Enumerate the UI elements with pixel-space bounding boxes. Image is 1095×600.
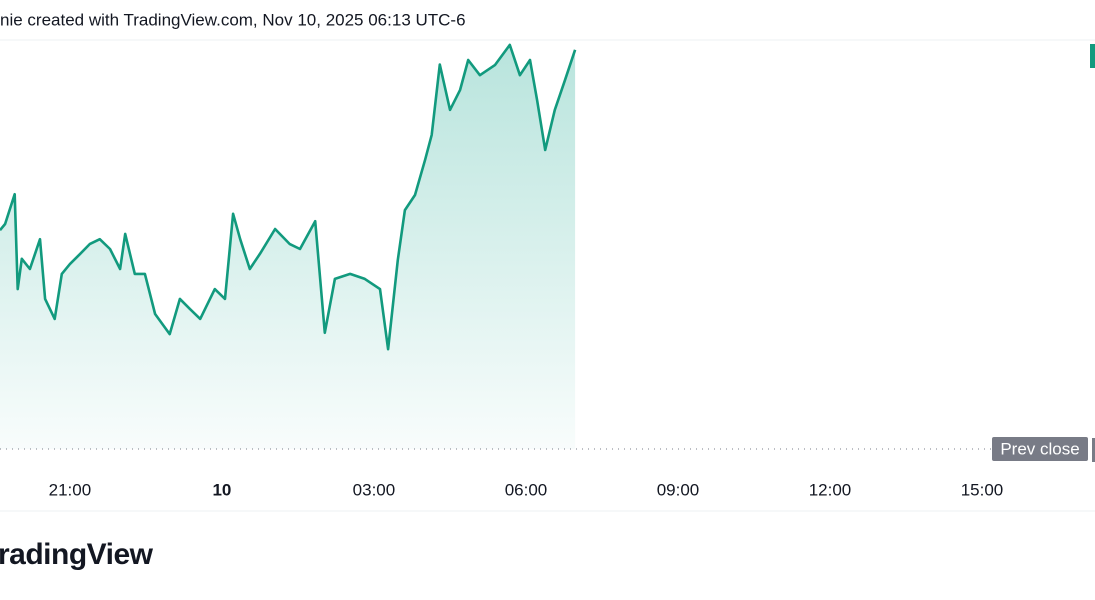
price-label-edge [1090, 44, 1095, 68]
logo: radingView [0, 538, 154, 571]
header-text: nie created with TradingView.com, Nov 10… [0, 10, 466, 29]
label-edge [1092, 438, 1095, 462]
x-tick-label: 21:00 [49, 480, 92, 499]
x-tick-label: 09:00 [657, 480, 700, 499]
price-line [0, 43, 577, 351]
prev-close-label-box [992, 437, 1088, 461]
area-fill [0, 44, 576, 450]
x-tick-label: 03:00 [353, 480, 396, 499]
x-tick-label: 12:00 [809, 480, 852, 499]
x-tick-label: 10 [212, 480, 231, 499]
x-tick-label: 15:00 [961, 480, 1004, 499]
prev-close-label: Prev close [1000, 439, 1079, 458]
x-tick-label: 06:00 [505, 480, 548, 499]
